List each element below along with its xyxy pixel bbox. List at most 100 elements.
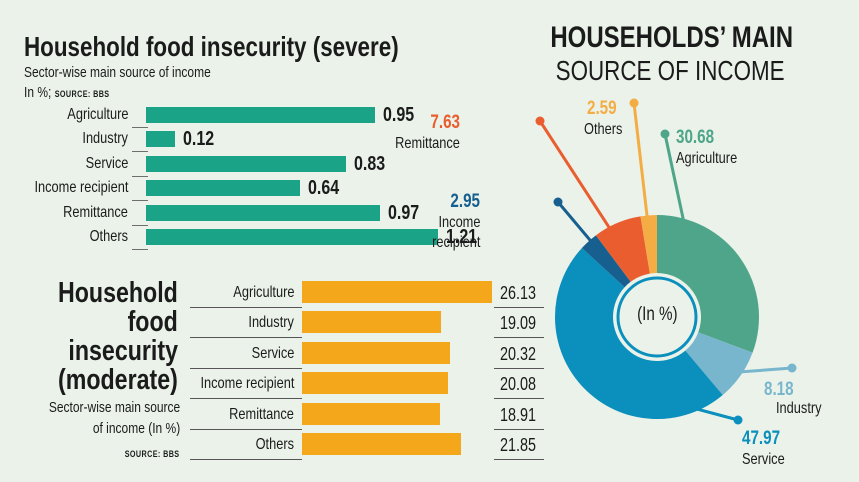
severe-separator xyxy=(132,151,148,153)
slice-category-label-others: Others xyxy=(584,121,632,139)
slice-category-label-income-recipient: Income xyxy=(428,214,480,232)
moderate-value-text-industry: 19.09 xyxy=(500,313,537,334)
leader-dot-income-recipient xyxy=(553,197,563,207)
severe-value-text-industry: 0.12 xyxy=(182,128,215,151)
severe-bar-others xyxy=(146,229,438,245)
moderate-separator-right xyxy=(494,428,544,430)
leader-dot-industry xyxy=(787,363,797,373)
slice-category-text-industry: Industry xyxy=(776,400,822,417)
slice-value-text-remittance: 7.63 xyxy=(430,112,460,133)
severe-bar-industry xyxy=(146,131,175,148)
donut-slice-agriculture xyxy=(657,215,760,353)
moderate-bar-agriculture xyxy=(302,281,492,303)
severe-category-label-service: Service xyxy=(0,155,128,173)
severe-value-label-others: 1.21 xyxy=(446,226,485,248)
moderate-category-text-remittance: Remittance xyxy=(229,405,294,423)
leader-dot-others xyxy=(629,98,639,108)
slice-category-text-agriculture: Agriculture xyxy=(676,150,738,167)
moderate-value-text-service: 20.32 xyxy=(500,343,537,364)
severe-unit-source: In %; SOURCE: BBS xyxy=(24,84,131,103)
moderate-value-label-others: 21.85 xyxy=(500,435,545,455)
donut-center-text: (In %) xyxy=(636,304,678,325)
severe-value-text-service: 0.83 xyxy=(354,152,386,175)
leader-line-others xyxy=(632,102,655,268)
severe-value-label-remittance: 0.97 xyxy=(388,202,427,224)
severe-source: SOURCE: BBS xyxy=(54,89,110,99)
slice-category-text-remittance: Remittance xyxy=(395,135,460,152)
severe-value-text-income-recipient: 0.64 xyxy=(308,177,340,200)
moderate-bar-others xyxy=(302,433,461,455)
moderate-category-text-industry: Industry xyxy=(248,314,294,332)
slice-category-text-others: Others xyxy=(584,121,623,138)
moderate-separator-left xyxy=(190,459,302,460)
moderate-value-text-others: 21.85 xyxy=(500,435,537,455)
moderate-value-label-agriculture: 26.13 xyxy=(500,283,545,303)
severe-category-label-industry: Industry xyxy=(0,130,128,148)
slice-value-text-agriculture: 30.68 xyxy=(676,127,715,148)
severe-category-text-others: Others xyxy=(89,228,128,245)
moderate-category-text-service: Service xyxy=(251,344,294,362)
severe-unit-note: In %; xyxy=(24,84,52,101)
severe-separator xyxy=(132,200,148,202)
donut-inner-ring xyxy=(616,276,698,358)
slice-category-text-income-recipient: recipient xyxy=(431,234,480,251)
severe-title: Household food insecurity (severe) xyxy=(24,31,399,62)
pie-title-line2: SOURCE OF INCOME xyxy=(555,55,785,86)
leader-dot-remittance xyxy=(535,116,545,126)
slice-value-label-service: 47.97 xyxy=(742,429,790,449)
moderate-separator-left xyxy=(190,307,302,308)
severe-value-label-income-recipient: 0.64 xyxy=(308,177,347,199)
slice-value-text-others: 2.59 xyxy=(587,98,617,119)
moderate-separator-right xyxy=(494,307,544,308)
donut-slice-service xyxy=(554,247,723,420)
severe-separator xyxy=(132,127,148,128)
slice-value-text-service: 47.97 xyxy=(742,428,781,449)
severe-category-label-agriculture: Agriculture xyxy=(0,106,128,124)
leader-dot-service xyxy=(733,415,743,425)
severe-category-label-income-recipient: Income recipient xyxy=(0,179,128,197)
donut-center-label: (In %) xyxy=(617,304,697,325)
moderate-separator-right xyxy=(494,367,544,369)
moderate-separator-right xyxy=(494,337,544,339)
moderate-category-label-agriculture: Agriculture xyxy=(160,284,294,302)
moderate-source: SOURCE: BBS xyxy=(125,449,180,459)
moderate-value-label-industry: 19.09 xyxy=(500,313,545,333)
pie-title-line1: HOUSEHOLDS’ MAIN xyxy=(550,21,794,54)
moderate-separator-left xyxy=(190,428,302,430)
donut-slice-industry xyxy=(685,332,753,396)
moderate-value-text-remittance: 18.91 xyxy=(500,404,537,425)
moderate-category-text-others: Others xyxy=(255,436,294,453)
slice-value-label-income-recipient: 2.95 xyxy=(443,192,480,212)
severe-category-label-remittance: Remittance xyxy=(0,204,128,222)
moderate-bar-service xyxy=(302,341,450,364)
moderate-bar-income-recipient xyxy=(302,372,448,395)
severe-bar-income-recipient xyxy=(146,180,301,197)
moderate-separator-left xyxy=(190,398,302,400)
slice-category-label-service: Service xyxy=(742,451,795,469)
slice-value-text-income-recipient: 2.95 xyxy=(450,191,480,212)
moderate-category-label-industry: Industry xyxy=(160,314,294,332)
moderate-category-label-remittance: Remittance xyxy=(160,406,294,424)
severe-value-text-agriculture: 0.95 xyxy=(383,104,415,126)
moderate-value-label-service: 20.32 xyxy=(500,344,545,364)
severe-category-text-industry: Industry xyxy=(82,130,128,148)
moderate-value-label-income-recipient: 20.08 xyxy=(500,374,545,394)
slice-value-text-industry: 8.18 xyxy=(764,379,794,400)
severe-value-label-service: 0.83 xyxy=(354,153,393,175)
slice-value-label-others: 2.59 xyxy=(587,99,624,119)
severe-subtitle: Sector-wise main source of income xyxy=(24,64,211,81)
leader-line-agriculture xyxy=(663,133,700,289)
severe-category-text-agriculture: Agriculture xyxy=(66,106,128,123)
moderate-bar-industry xyxy=(302,311,441,334)
leader-line-industry xyxy=(735,366,793,374)
severe-separator xyxy=(132,175,148,177)
slice-value-label-industry: 8.18 xyxy=(764,380,801,400)
leader-line-income-recipient xyxy=(556,201,625,281)
moderate-value-text-income-recipient: 20.08 xyxy=(500,374,537,395)
severe-category-text-service: Service xyxy=(85,154,128,172)
leader-line-service xyxy=(590,379,739,422)
moderate-subtitle: Sector-wise main source of income (In %) xyxy=(48,399,180,437)
slice-value-label-agriculture: 30.68 xyxy=(676,128,724,148)
severe-bar-agriculture xyxy=(146,107,376,123)
